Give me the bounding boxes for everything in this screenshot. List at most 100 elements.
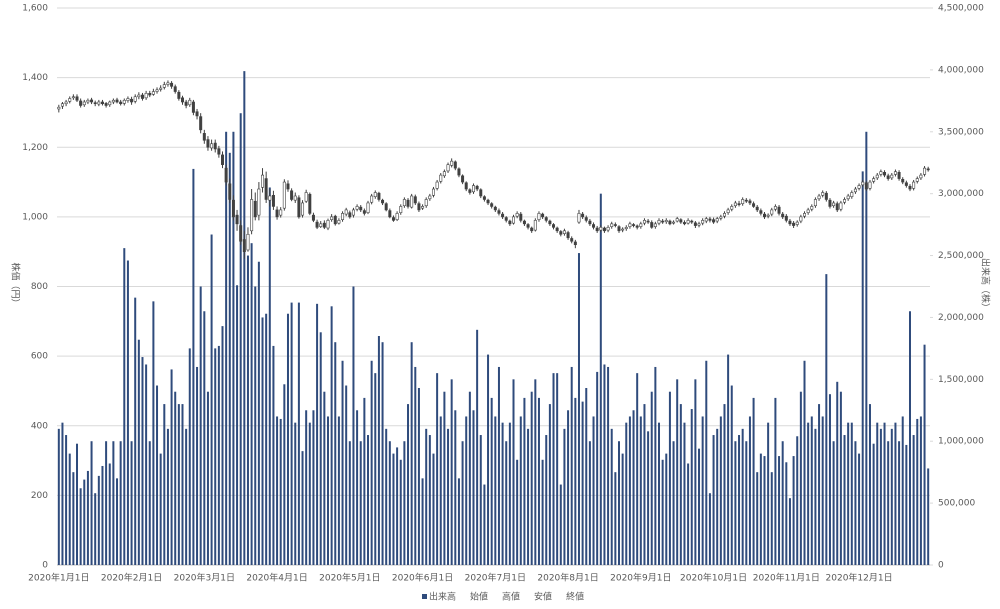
volume-bar	[145, 364, 148, 565]
candle-body	[202, 133, 206, 141]
candle-body	[381, 199, 385, 204]
candle-body	[217, 148, 221, 155]
candle-body	[337, 220, 341, 224]
volume-bar	[301, 451, 304, 565]
volume-bar	[326, 416, 329, 565]
volume-bar	[123, 248, 126, 565]
volume-bar	[639, 416, 642, 565]
candle-body	[493, 206, 497, 211]
volume-bar	[305, 410, 308, 565]
candle-body	[872, 178, 876, 182]
volume-bar	[217, 345, 220, 565]
candle-body	[442, 171, 446, 177]
volume-bar	[421, 478, 424, 565]
volume-bar	[359, 441, 362, 565]
x-tick-label: 2020年11月1日	[753, 572, 820, 584]
candle-body	[282, 181, 286, 209]
candle-body	[213, 142, 217, 150]
candles	[57, 80, 930, 259]
volume-bar	[803, 360, 806, 565]
candle-body	[777, 206, 781, 214]
candle-body	[290, 190, 294, 200]
candle-body	[373, 192, 377, 197]
volume-bar	[788, 498, 791, 565]
volume-bar	[738, 435, 741, 565]
volume-bar	[778, 456, 781, 565]
volume-bar	[206, 391, 209, 565]
candle-body	[322, 222, 326, 228]
candle-body	[144, 92, 148, 99]
y2-tick-label: 3,500,000	[938, 127, 984, 137]
candle-body	[824, 192, 828, 200]
volume-bar	[723, 404, 726, 565]
volume-bar	[836, 381, 839, 565]
candle-body	[490, 203, 494, 207]
volume-bar	[541, 459, 544, 565]
volume-bar	[134, 297, 137, 565]
candle-body	[588, 220, 592, 225]
volume-bar	[57, 428, 60, 565]
candle-body	[875, 174, 879, 179]
candle-body	[75, 96, 79, 101]
candle-body	[577, 213, 581, 223]
x-tick-label: 2020年9月1日	[610, 572, 671, 584]
candle-body	[592, 224, 596, 228]
volume-bar	[647, 431, 650, 565]
candle-body	[708, 218, 712, 221]
candle-body	[759, 210, 763, 214]
candle-body	[370, 195, 374, 203]
candle-body	[832, 202, 836, 207]
volume-bar	[272, 345, 275, 565]
volume-bar	[621, 453, 624, 565]
candle-body	[904, 182, 908, 186]
candle-body	[399, 206, 403, 213]
candle-body	[559, 231, 563, 235]
candle-body	[301, 202, 305, 216]
volume-bar	[585, 387, 588, 565]
y-tick-label: 200	[31, 491, 48, 501]
volume-bar	[665, 453, 668, 565]
volume-bar	[719, 416, 722, 565]
candle-body	[199, 116, 203, 131]
y2-tick-label: 2,000,000	[938, 313, 984, 323]
volume-bar	[807, 422, 810, 565]
volume-bar	[490, 397, 493, 565]
candle-body	[333, 215, 337, 225]
volume-bar	[908, 311, 911, 565]
candle-body	[315, 221, 319, 228]
candle-body	[519, 213, 523, 221]
candle-body	[679, 219, 683, 223]
candle-body	[97, 101, 101, 105]
volume-bar	[170, 369, 173, 565]
volume-bar	[337, 416, 340, 565]
y-tick-label: 1,400	[22, 73, 48, 83]
volume-bar	[570, 366, 573, 565]
candle-body	[817, 195, 821, 200]
volume-bar	[650, 391, 653, 565]
y2-axis-title: 出来高（株）	[980, 258, 992, 312]
candle-body	[446, 164, 450, 172]
volume-bar	[261, 317, 264, 565]
candle-body	[744, 199, 748, 202]
candle-body	[311, 214, 315, 221]
candle-body	[508, 220, 512, 225]
volume-bar	[537, 397, 540, 565]
volume-bar	[232, 131, 235, 565]
volume-bar	[868, 404, 871, 565]
volume-bar	[919, 416, 922, 565]
volume-bar	[730, 385, 733, 565]
volume-bar	[119, 441, 122, 565]
volume-bar	[330, 306, 333, 565]
volume-bar	[818, 404, 821, 565]
volume-bar	[927, 468, 930, 565]
candle-body	[613, 224, 617, 226]
candle-body	[682, 222, 686, 225]
volume-bar	[774, 397, 777, 565]
volume-bar	[883, 422, 886, 565]
candle-body	[646, 220, 650, 223]
volume-bar	[214, 348, 217, 565]
candle-body	[264, 178, 268, 200]
candle-body	[453, 161, 457, 169]
candle-body	[526, 224, 530, 228]
candle-body	[304, 192, 308, 202]
